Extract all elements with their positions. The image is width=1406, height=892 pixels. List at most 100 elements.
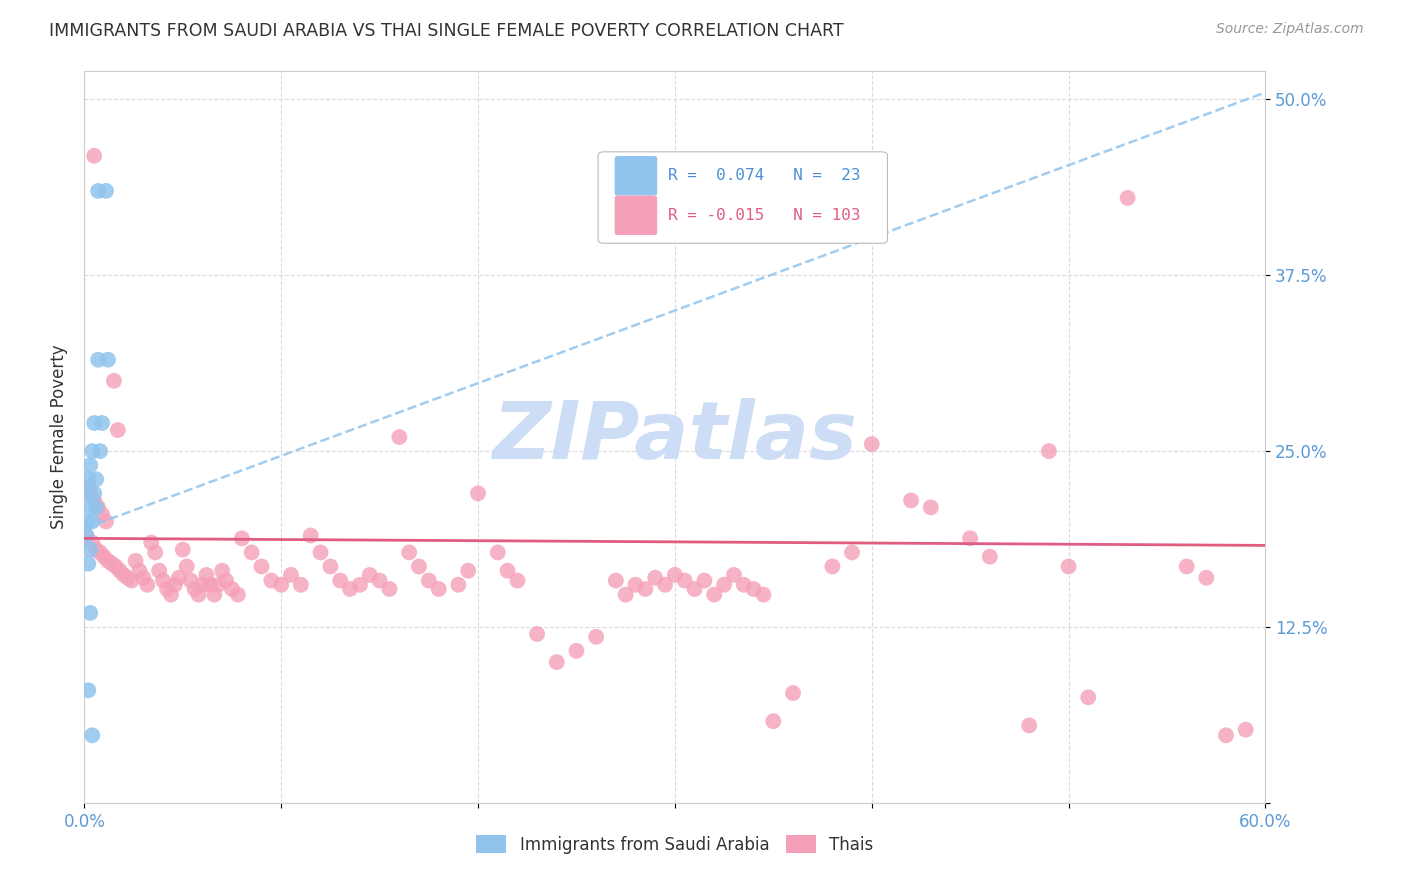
Point (82, 515, 104, 529)
Point (84, 472, 107, 486)
Point (703, 588, 725, 602)
Point (1038, 444, 1060, 458)
Point (486, 545, 509, 559)
Point (89, 444, 111, 458)
Point (270, 578, 292, 592)
Point (349, 578, 371, 592)
Point (860, 437, 883, 451)
Point (231, 532, 253, 546)
Point (752, 588, 775, 602)
Point (398, 545, 420, 559)
Point (742, 582, 765, 596)
Point (79, 458, 101, 473)
Point (89, 545, 111, 559)
Point (319, 559, 342, 574)
Point (97, 554, 120, 568)
Point (329, 574, 352, 588)
Point (195, 568, 218, 582)
Point (91, 508, 114, 522)
Point (94, 515, 117, 529)
Point (200, 578, 222, 592)
Point (75, 528, 97, 542)
Point (172, 542, 194, 557)
Point (546, 655, 568, 669)
Point (368, 574, 391, 588)
Point (467, 486, 489, 500)
Point (664, 568, 686, 582)
Point (782, 686, 804, 700)
Point (624, 578, 647, 592)
Point (79, 500, 101, 515)
Text: Source: ZipAtlas.com: Source: ZipAtlas.com (1216, 22, 1364, 37)
Point (211, 564, 233, 578)
Point (1018, 718, 1040, 732)
Point (418, 574, 440, 588)
Point (496, 564, 519, 578)
Point (250, 559, 273, 574)
Point (202, 588, 225, 602)
Point (644, 571, 666, 585)
Point (104, 559, 127, 574)
Point (841, 545, 863, 559)
Point (176, 559, 198, 574)
Point (408, 559, 430, 574)
Point (1175, 559, 1198, 574)
Point (683, 582, 706, 596)
Point (183, 582, 205, 596)
Text: ZIPatlas: ZIPatlas (492, 398, 858, 476)
Point (605, 574, 627, 588)
Point (457, 564, 479, 578)
Point (723, 568, 745, 582)
Point (1057, 559, 1080, 574)
Text: R = -0.015   N = 103: R = -0.015 N = 103 (668, 208, 860, 223)
FancyBboxPatch shape (614, 156, 657, 195)
Point (91, 416, 114, 430)
Point (215, 574, 238, 588)
Point (378, 582, 401, 596)
Point (136, 578, 159, 592)
Point (1215, 728, 1237, 742)
Point (83, 416, 105, 430)
Point (94, 184, 117, 198)
Point (101, 557, 124, 571)
Point (280, 568, 302, 582)
Point (79, 606, 101, 620)
Point (87, 184, 110, 198)
Point (191, 578, 214, 592)
Point (1195, 571, 1218, 585)
Point (132, 571, 155, 585)
Point (107, 423, 129, 437)
Point (79, 486, 101, 500)
Point (112, 568, 135, 582)
Point (117, 571, 139, 585)
FancyBboxPatch shape (614, 195, 657, 235)
Point (1116, 191, 1139, 205)
Point (506, 574, 529, 588)
Point (82, 535, 104, 549)
Point (152, 574, 174, 588)
Point (654, 578, 676, 592)
Point (565, 644, 588, 658)
Point (339, 582, 361, 596)
Point (77, 557, 100, 571)
Point (77, 479, 100, 493)
Point (148, 564, 170, 578)
Point (121, 574, 143, 588)
Point (167, 571, 190, 585)
Point (713, 578, 735, 592)
Point (900, 493, 922, 508)
Point (160, 588, 183, 602)
Legend: Immigrants from Saudi Arabia, Thais: Immigrants from Saudi Arabia, Thais (470, 829, 880, 860)
Point (585, 630, 607, 644)
Point (83, 486, 105, 500)
Point (84, 500, 107, 515)
Point (108, 564, 131, 578)
Point (359, 568, 381, 582)
Point (82, 444, 104, 458)
Point (82, 728, 104, 742)
Point (634, 582, 657, 596)
Point (388, 430, 411, 444)
Point (83, 493, 105, 508)
Point (87, 500, 110, 515)
Point (821, 559, 844, 574)
